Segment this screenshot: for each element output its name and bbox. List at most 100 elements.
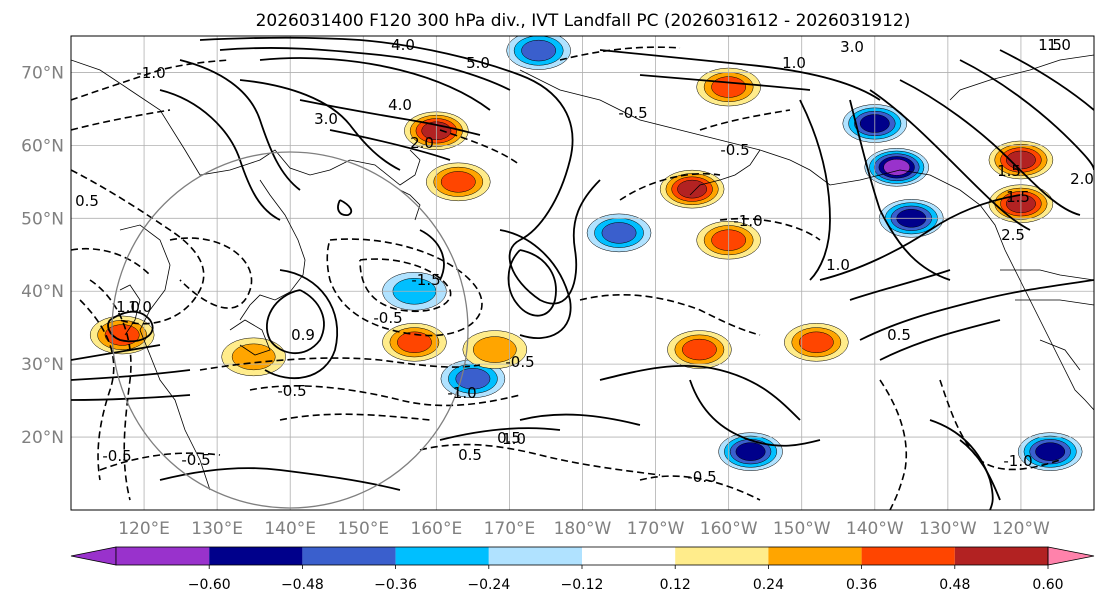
divergence-patch: [397, 331, 432, 353]
longitude-tick-label: 170°W: [627, 519, 685, 539]
contour-label: 4.0: [391, 36, 415, 54]
colorbar-segment: [675, 547, 769, 565]
contour-label: 1.0: [116, 298, 140, 316]
colorbar-tick-label: 0.60: [1032, 577, 1063, 593]
contour-label: 0.5: [887, 326, 911, 344]
contour-label: 1.5: [997, 162, 1021, 180]
contour-label: 0.5: [497, 429, 521, 447]
contour-label: 2.5: [1001, 226, 1025, 244]
negative-contours: [71, 46, 1061, 510]
colorbar-tick-label: −0.48: [281, 577, 324, 593]
longitude-tick-label: 120°W: [992, 519, 1050, 539]
colorbar-tick-label: −0.24: [467, 577, 510, 593]
contour-label: -1.0: [447, 384, 476, 402]
divergence-patch: [521, 39, 557, 62]
latitude-tick-label: 40°N: [21, 282, 64, 302]
contour-label: 4.0: [388, 96, 412, 114]
colorbar-extend-high: [1047, 546, 1095, 566]
contour-label: -0.5: [181, 451, 210, 469]
latitude-tick-label: 60°N: [21, 136, 64, 156]
divergence-patch: [455, 368, 491, 390]
latitude-labels: 70°N 60°N 50°N 40°N 30°N 20°N: [21, 63, 64, 448]
colorbar: [70, 546, 1095, 566]
map-frame: [70, 35, 1095, 511]
colorbar-segment: [395, 547, 489, 565]
colorbar-tick-label: 0.12: [660, 577, 691, 593]
contour-label: -1.0: [1003, 452, 1032, 470]
latitude-tick-label: 70°N: [21, 63, 64, 83]
longitude-tick-label: 140°W: [846, 519, 904, 539]
contour-label: 3.0: [314, 110, 338, 128]
colorbar-tick-label: −0.36: [374, 577, 417, 593]
contour-label: -0.5: [505, 353, 534, 371]
colorbar-segment: [116, 547, 210, 565]
contour-label: 1.0: [128, 298, 152, 316]
contour-label: 0.9: [291, 326, 315, 344]
colorbar-ticks: −0.60 −0.48 −0.36 −0.24 −0.12 0.12 0.24 0.36 0.4…: [188, 565, 1064, 593]
latitude-tick-label: 20°N: [21, 428, 64, 448]
divergence-patch: [472, 336, 517, 363]
contour-label: 0.5: [458, 446, 482, 464]
positive-contours: [71, 36, 1094, 510]
longitude-tick-label: 150°E: [337, 519, 389, 539]
colorbar-segment: [302, 547, 396, 565]
contour-label: 0.5: [75, 192, 99, 210]
contour-label: -1.0: [733, 212, 762, 230]
longitude-tick-label: 150°W: [773, 519, 831, 539]
longitude-tick-label: 130°W: [919, 519, 977, 539]
contour-label: 5.0: [466, 54, 490, 72]
contour-label: 1.0: [782, 54, 806, 72]
contour-label: -1.0: [136, 64, 165, 82]
coastlines: [71, 54, 1094, 491]
contour-label: 1.5: [1038, 36, 1062, 54]
colorbar-tick-label: −0.60: [188, 577, 231, 593]
longitude-tick-label: 170°E: [484, 519, 536, 539]
longitude-tick-label: 160°E: [411, 519, 463, 539]
longitude-tick-label: 180°W: [554, 519, 612, 539]
divergence-patch: [682, 338, 717, 361]
contour-label: -0.5: [373, 309, 402, 327]
contour-labels: 4.0 3.05.04.03.02.01.01.51.00.50.51.01.52…: [75, 36, 1094, 486]
colorbar-tick-label: 0.48: [939, 577, 970, 593]
contour-label: -0.5: [720, 141, 749, 159]
longitude-tick-label: 120°E: [118, 519, 170, 539]
divergence-patch: [1035, 442, 1066, 461]
contour-label: 1.0: [1047, 36, 1071, 54]
colorbar-segment: [768, 547, 862, 565]
contour-label: 2.0: [1070, 170, 1094, 188]
divergence-patch: [104, 324, 140, 346]
divergence-patch: [883, 158, 911, 176]
colorbar-tick-label: −0.12: [561, 577, 604, 593]
divergence-patch: [798, 331, 834, 353]
contour-label: -0.5: [277, 382, 306, 400]
contour-label: 1.0: [826, 256, 850, 274]
longitude-labels: 120°E 130°E 140°E 150°E 160°E 170°E 180°W 170°W…: [118, 519, 1050, 539]
longitude-tick-label: 140°E: [264, 519, 316, 539]
divergence-patch: [677, 179, 708, 199]
colorbar-extend-low: [70, 546, 117, 566]
contour-label: 1.0: [502, 430, 526, 448]
contour-label: -0.5: [687, 468, 716, 486]
contour-label: 1.5: [1006, 188, 1030, 206]
contour-label: -1.5: [411, 271, 440, 289]
highlight-circle: [111, 151, 469, 509]
latitude-tick-label: 50°N: [21, 209, 64, 229]
divergence-patch: [735, 442, 766, 461]
latitude-tick-label: 30°N: [21, 355, 64, 375]
longitude-tick-label: 130°E: [191, 519, 243, 539]
colorbar-segment: [209, 547, 303, 565]
colorbar-segment: [582, 547, 676, 565]
colorbar-segment: [488, 547, 582, 565]
divergence-patch: [440, 171, 476, 193]
colorbar-segment: [861, 547, 955, 565]
colorbar-tick-label: 0.36: [846, 577, 877, 593]
contour-label: -0.5: [618, 104, 647, 122]
contour-label: 2.0: [410, 134, 434, 152]
longitude-tick-label: 160°W: [700, 519, 758, 539]
contour-label: -0.5: [102, 447, 131, 465]
contour-label: 3.0: [840, 38, 864, 56]
gridlines: [71, 36, 1094, 510]
divergence-patch: [231, 343, 276, 371]
colorbar-tick-label: 0.24: [753, 577, 784, 593]
